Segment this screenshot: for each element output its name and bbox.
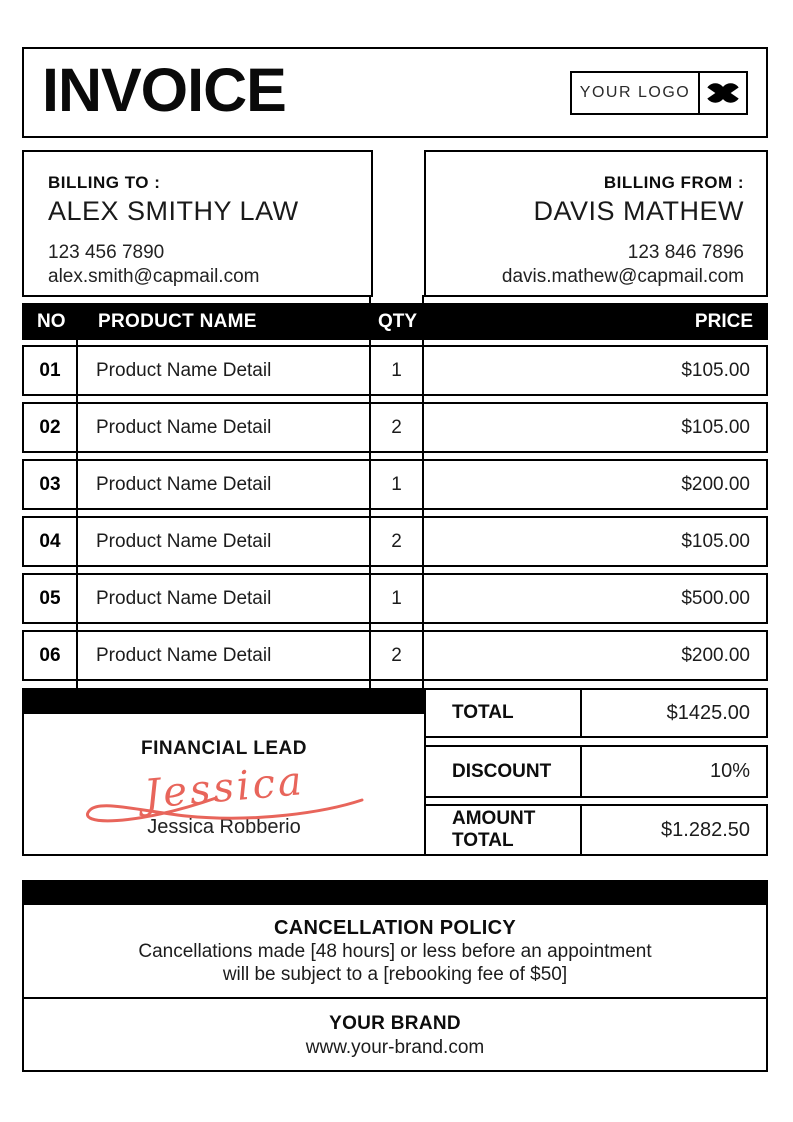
footer-divider-bar	[22, 880, 768, 903]
discount-row: DISCOUNT 10%	[424, 745, 768, 798]
cell-price: $105.00	[681, 359, 750, 381]
cell-no: 02	[24, 404, 78, 451]
billing-to-phone: 123 456 7890	[48, 242, 165, 263]
table-row: 04 Product Name Detail 2 $105.00	[22, 516, 768, 567]
cell-qty: 2	[371, 518, 424, 565]
cell-no: 01	[24, 347, 78, 394]
column-rule-no	[76, 340, 78, 688]
cell-no: 03	[24, 461, 78, 508]
table-header: NO PRODUCT NAME QTY PRICE	[22, 303, 768, 340]
cell-price: $500.00	[681, 587, 750, 609]
discount-value: 10%	[709, 760, 750, 782]
table-body: 01 Product Name Detail 1 $105.00 02 Prod…	[22, 345, 768, 681]
column-header-product: PRODUCT NAME	[98, 310, 257, 332]
logo-area: YOUR LOGO	[570, 70, 748, 115]
signature-block: Jessica	[24, 758, 424, 824]
table-row: 03 Product Name Detail 1 $200.00	[22, 459, 768, 510]
header: INVOICE YOUR LOGO	[22, 47, 768, 138]
cell-price: $105.00	[681, 416, 750, 438]
left-divider-bar	[22, 688, 424, 712]
amount-total-row: AMOUNT TOTAL $1.282.50	[424, 804, 768, 856]
column-header-qty: QTY	[377, 310, 418, 332]
policy-title: CANCELLATION POLICY	[274, 917, 516, 939]
billing-to-email: alex.smith@capmail.com	[48, 266, 260, 287]
amount-total-value: $1.282.50	[661, 818, 750, 841]
brand-logo-icon	[698, 70, 748, 115]
total-row: TOTAL $1425.00	[424, 688, 768, 738]
cell-qty: 1	[371, 461, 424, 508]
billing-to-section: BILLING TO : ALEX SMITHY LAW 123 456 789…	[22, 150, 373, 297]
table-row: 02 Product Name Detail 2 $105.00	[22, 402, 768, 453]
cell-product: Product Name Detail	[78, 518, 371, 565]
column-header-no: NO	[37, 310, 66, 332]
policy-text-line1: Cancellations made [48 hours] or less be…	[138, 941, 652, 962]
billing-to-name: ALEX SMITHY LAW	[48, 196, 299, 226]
signature-role-title: FINANCIAL LEAD	[140, 738, 308, 759]
column-header-price: PRICE	[694, 310, 753, 332]
x-mark-logo-glyph	[704, 82, 742, 103]
cell-qty: 1	[371, 575, 424, 622]
cell-product: Product Name Detail	[78, 404, 371, 451]
cell-price: $200.00	[681, 644, 750, 666]
brand-name: YOUR BRAND	[329, 1013, 461, 1034]
billing-to-label: BILLING TO :	[48, 173, 161, 192]
signature-section: FINANCIAL LEAD Jessica Jessica Robberio	[22, 712, 426, 856]
billing-from-name: DAVIS MATHEW	[533, 196, 744, 226]
brand-website: www.your-brand.com	[305, 1037, 485, 1058]
cell-product: Product Name Detail	[78, 347, 371, 394]
cell-no: 04	[24, 518, 78, 565]
billing-from-label: BILLING FROM :	[603, 173, 744, 192]
cell-qty: 1	[371, 347, 424, 394]
total-value: $1425.00	[666, 701, 750, 724]
brand-section: YOUR BRAND www.your-brand.com	[22, 997, 768, 1072]
cell-product: Product Name Detail	[78, 575, 371, 622]
amount-total-label: AMOUNT TOTAL	[426, 806, 582, 854]
billing-from-section: BILLING FROM : DAVIS MATHEW 123 846 7896…	[424, 150, 768, 297]
table-row: 05 Product Name Detail 1 $500.00	[22, 573, 768, 624]
billing-from-email: davis.mathew@capmail.com	[501, 266, 744, 287]
table-row: 01 Product Name Detail 1 $105.00	[22, 345, 768, 396]
cell-qty: 2	[371, 632, 424, 679]
cell-qty: 2	[371, 404, 424, 451]
table-row: 06 Product Name Detail 2 $200.00	[22, 630, 768, 681]
cell-price: $200.00	[681, 473, 750, 495]
cell-product: Product Name Detail	[78, 632, 371, 679]
policy-text-line2: will be subject to a [rebooking fee of $…	[222, 964, 568, 986]
cell-no: 05	[24, 575, 78, 622]
billing-from-phone: 123 846 7896	[627, 242, 744, 263]
cell-no: 06	[24, 632, 78, 679]
signature-script-text: Jessica	[141, 758, 307, 818]
cancellation-policy-section: CANCELLATION POLICY Cancellations made […	[22, 903, 768, 999]
cell-price: $105.00	[681, 530, 750, 552]
page-title: INVOICE	[42, 56, 287, 124]
cell-product: Product Name Detail	[78, 461, 371, 508]
logo-placeholder: YOUR LOGO	[570, 70, 700, 115]
discount-label: DISCOUNT	[426, 747, 582, 796]
total-label: TOTAL	[426, 690, 582, 736]
